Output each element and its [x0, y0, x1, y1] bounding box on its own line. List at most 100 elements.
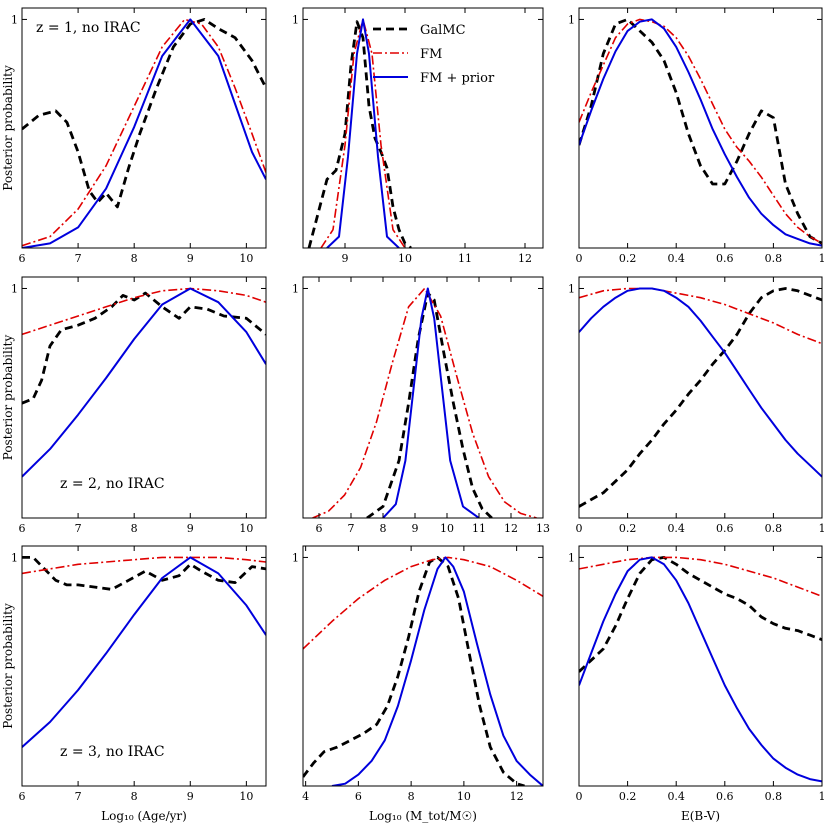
panel-series	[579, 18, 822, 247]
panel-series	[22, 287, 266, 478]
series-line-fmprior	[382, 287, 480, 518]
panel-frame	[21, 7, 267, 249]
x-tick-label: 11	[472, 522, 486, 535]
series-line-galmc	[579, 556, 822, 673]
x-tick-label: 0.6	[716, 790, 734, 803]
series-line-galmc	[579, 287, 822, 508]
panel-frame	[21, 276, 267, 519]
x-tick-label: 12	[510, 790, 524, 803]
x-axis-label: E(B-V)	[681, 809, 720, 823]
x-tick-label: 10	[239, 522, 253, 535]
x-tick-label: 10	[239, 252, 253, 265]
panel-2-3: 0 0.2 0.4 0.6 0.8 1 1	[568, 276, 826, 535]
x-tick-label: 0.2	[619, 252, 637, 265]
series-line-fm	[312, 287, 537, 518]
panel-3-2: 4 6 8 10 12 1 Log₁₀ (M_tot/M☉)	[292, 545, 544, 823]
x-tick-label: 8	[131, 790, 138, 803]
panel-series	[579, 287, 822, 508]
x-tick-label: 12	[504, 522, 518, 535]
panel-3-3: 0 0.2 0.4 0.6 0.8 1 1 E(B-V)	[568, 545, 826, 823]
y-axis-label: Posterior probability	[1, 335, 15, 461]
y-tick-label: 1	[568, 282, 575, 295]
x-tick-label: 0.6	[716, 522, 734, 535]
panel-1-1: 6 7 8 9 10 1 z = 1, no IRAC Posterior probabili…	[1, 7, 267, 265]
x-tick-label: 0.4	[667, 252, 685, 265]
x-tick-label: 0.2	[619, 522, 637, 535]
panel-frame	[578, 7, 823, 249]
x-tick-label: 9	[187, 522, 194, 535]
x-tick-label: 4	[302, 790, 309, 803]
x-tick-label: 0.6	[716, 252, 734, 265]
panel-frame	[578, 276, 823, 519]
x-tick-label: 9	[187, 790, 194, 803]
panel-annotation: z = 1, no IRAC	[36, 20, 141, 36]
panel-annotation: z = 2, no IRAC	[60, 476, 165, 492]
x-tick-label: 0.4	[667, 790, 685, 803]
panel-frame	[302, 545, 544, 787]
series-line-galmc	[366, 291, 493, 518]
x-tick-label: 7	[75, 252, 82, 265]
x-tick-label: 9	[342, 252, 349, 265]
x-tick-label: 6	[355, 790, 362, 803]
x-tick-label: 0.8	[765, 790, 783, 803]
series-line-fmprior	[579, 18, 822, 247]
series-line-fmprior	[331, 556, 543, 786]
x-tick-label: 8	[380, 522, 387, 535]
x-tick-label: 1	[819, 252, 826, 265]
series-line-galmc	[307, 20, 412, 248]
legend-label-fmprior: FM + prior	[420, 71, 495, 86]
x-tick-label: 7	[75, 522, 82, 535]
x-axis-label: Log₁₀ (M_tot/M☉)	[369, 809, 477, 823]
series-line-fm	[579, 556, 822, 598]
x-tick-label: 8	[131, 252, 138, 265]
panel-annotation: z = 3, no IRAC	[60, 744, 165, 760]
x-tick-label: 0.2	[619, 790, 637, 803]
series-line-fm	[579, 18, 822, 245]
x-tick-label: 0.8	[765, 522, 783, 535]
x-tick-label: 10	[398, 252, 412, 265]
x-tick-label: 1	[819, 790, 826, 803]
series-line-galmc	[303, 556, 525, 786]
y-tick-label: 1	[568, 551, 575, 564]
x-tick-label: 7	[348, 522, 355, 535]
panel-series	[307, 18, 412, 248]
x-tick-label: 6	[19, 790, 26, 803]
panel-1-3: 0 0.2 0.4 0.6 0.8 1 1	[568, 7, 826, 265]
series-line-fmprior	[22, 287, 266, 478]
x-tick-label: 10	[239, 790, 253, 803]
panel-frame	[578, 545, 823, 787]
x-tick-label: 0.4	[667, 522, 685, 535]
panel-3-1: 6 7 8 9 10 1 z = 3, no IRAC Posterior probabili…	[1, 545, 267, 823]
series-line-fmprior	[22, 556, 266, 748]
series-line-galmc	[22, 556, 266, 591]
y-axis-label: Posterior probability	[1, 603, 15, 729]
panel-2-2: 6 7 8 9 10 11 12 13 1	[292, 276, 550, 535]
legend-label-galmc: GalMC	[420, 23, 466, 38]
x-tick-label: 9	[412, 522, 419, 535]
series-line-fmprior	[579, 556, 822, 783]
series-line-galmc	[22, 291, 266, 405]
panel-series	[22, 18, 266, 248]
series-line-fm	[22, 287, 266, 336]
series-line-fm	[22, 18, 266, 247]
y-tick-label: 1	[292, 13, 299, 26]
x-tick-label: 1	[819, 522, 826, 535]
series-line-fm	[22, 556, 266, 575]
x-tick-label: 0	[576, 522, 583, 535]
panel-frame	[21, 545, 267, 787]
x-tick-label: 7	[75, 790, 82, 803]
panel-series	[22, 556, 266, 748]
x-tick-label: 6	[316, 522, 323, 535]
x-tick-label: 12	[518, 252, 532, 265]
x-tick-label: 0	[576, 252, 583, 265]
x-tick-label: 8	[408, 790, 415, 803]
panel-1-2: 9 10 11 12 1	[292, 7, 544, 265]
panel-2-1: 6 7 8 9 10 1 z = 2, no IRAC Posterior probabili…	[1, 276, 267, 535]
y-tick-label: 1	[11, 551, 18, 564]
x-tick-label: 6	[19, 252, 26, 265]
series-line-fm	[303, 556, 543, 650]
series-line-galmc	[22, 18, 266, 209]
series-line-galmc	[579, 18, 822, 245]
y-axis-label: Posterior probability	[1, 65, 15, 191]
series-line-fmprior	[22, 18, 266, 248]
